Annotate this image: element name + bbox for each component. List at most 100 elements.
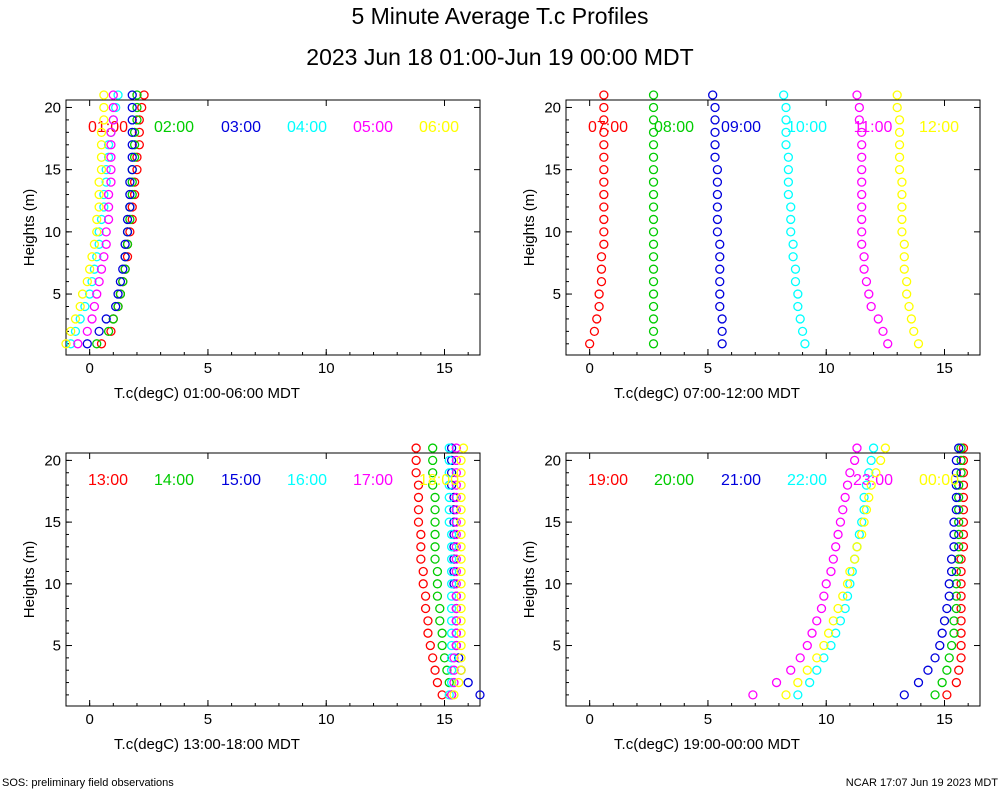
data-point <box>599 140 609 150</box>
data-point <box>866 455 876 466</box>
data-point <box>849 554 860 564</box>
data-point <box>449 653 459 663</box>
data-point <box>883 339 893 349</box>
chart-panel-4: 0 5 10 15 5 10 15 20 T.c(degC) 19:00-00:00 MDT He… <box>521 443 981 753</box>
data-point <box>958 529 969 540</box>
data-point <box>942 665 952 675</box>
data-point <box>596 252 607 262</box>
legend-label: 20:00 <box>654 472 694 489</box>
data-point <box>456 591 466 601</box>
data-point <box>456 628 466 638</box>
data-point <box>430 492 440 503</box>
data-point <box>819 591 829 601</box>
data-point <box>845 566 855 577</box>
y-tick-label: 5 <box>53 286 61 303</box>
data-point <box>857 189 867 200</box>
data-point <box>812 665 822 675</box>
data-point <box>449 677 459 688</box>
data-point <box>596 276 607 287</box>
data-point <box>835 616 846 626</box>
y-tick-label: 5 <box>53 638 61 655</box>
data-point <box>949 517 959 527</box>
data-point <box>413 505 424 515</box>
data-point <box>951 591 961 601</box>
data-point <box>819 653 829 663</box>
data-point <box>599 214 609 225</box>
data-point <box>428 443 438 453</box>
data-point <box>800 339 810 349</box>
data-point <box>418 566 428 577</box>
x-tick-label: 15 <box>936 360 953 377</box>
data-point <box>451 542 461 552</box>
chart-panel-1: 0 5 10 15 5 10 15 20 T.c(degC) 01:00-06:00 MDT He… <box>21 90 481 402</box>
data-point <box>838 591 848 601</box>
data-point <box>833 529 843 540</box>
data-point <box>456 566 466 577</box>
y-axis-label: Heights (m) <box>521 189 538 267</box>
data-point <box>589 326 600 337</box>
y-tick-label: 10 <box>44 576 61 593</box>
data-point <box>451 517 461 527</box>
data-point <box>875 455 886 466</box>
data-point <box>852 443 862 453</box>
data-point <box>951 480 961 490</box>
data-point <box>710 140 720 150</box>
data-point <box>831 628 841 638</box>
chart-subtitle: 2023 Jun 18 01:00-Jun 19 00:00 MDT <box>306 44 694 70</box>
data-point <box>456 542 466 552</box>
data-point <box>648 115 659 125</box>
data-point <box>849 455 860 466</box>
y-tick-label: 15 <box>44 514 61 531</box>
legend-label: 04:00 <box>287 119 327 136</box>
data-point <box>87 276 97 287</box>
data-point <box>897 202 907 212</box>
data-point <box>425 640 435 651</box>
data-point <box>132 115 142 125</box>
data-point <box>92 252 102 262</box>
data-point <box>444 443 454 453</box>
data-point <box>456 505 466 515</box>
data-point <box>878 326 888 337</box>
data-point <box>857 127 867 137</box>
data-point <box>118 264 128 274</box>
data-point <box>106 140 116 150</box>
data-point <box>909 326 919 337</box>
data-point <box>781 690 791 700</box>
data-point <box>449 665 459 675</box>
data-point <box>85 264 95 274</box>
data-point <box>715 276 725 287</box>
data-point <box>92 214 102 225</box>
plot-frame <box>565 99 981 356</box>
data-point <box>139 90 149 100</box>
data-point <box>94 202 104 212</box>
data-point <box>127 140 137 150</box>
data-point <box>842 480 853 490</box>
data-point <box>923 665 933 675</box>
data-point <box>859 492 869 503</box>
data-point <box>913 677 924 688</box>
data-point <box>430 517 440 527</box>
data-point <box>458 443 469 453</box>
data-point <box>956 455 966 466</box>
data-point <box>599 165 609 175</box>
data-point <box>103 189 114 200</box>
data-point <box>812 653 822 663</box>
x-tick-label: 0 <box>85 711 93 728</box>
legend-label: 09:00 <box>721 119 761 136</box>
legend-label: 15:00 <box>221 472 261 489</box>
data-point <box>840 492 850 503</box>
legend-label: 17:00 <box>353 472 393 489</box>
data-point <box>835 517 846 527</box>
data-point <box>451 616 461 626</box>
data-point <box>127 165 137 175</box>
data-point <box>108 102 118 113</box>
data-point <box>937 628 947 638</box>
data-point <box>96 152 107 162</box>
data-point <box>783 177 794 187</box>
data-point <box>599 227 609 237</box>
data-point <box>442 665 452 675</box>
data-point <box>795 314 805 324</box>
data-point <box>96 339 107 349</box>
data-point <box>648 314 659 324</box>
data-point <box>456 653 466 663</box>
